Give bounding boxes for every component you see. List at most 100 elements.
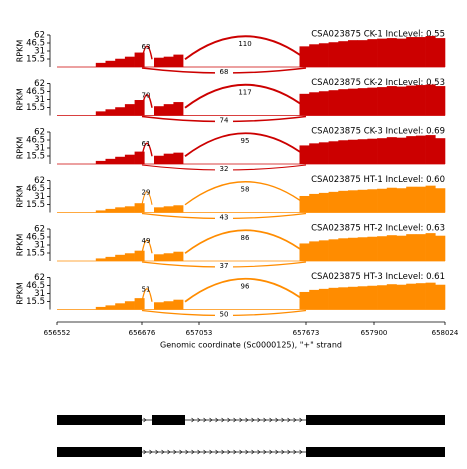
coverage-bar — [134, 52, 145, 67]
coverage-bar — [377, 188, 388, 213]
coverage-bar — [328, 141, 339, 164]
strand-arrow — [299, 417, 303, 423]
coverage-bar — [134, 203, 145, 213]
junction-label: 68 — [220, 68, 229, 76]
y-tick-label: 15.5 — [26, 297, 45, 307]
strand-arrow — [287, 417, 291, 423]
junction-label-bg — [215, 165, 233, 173]
strand-arrow — [179, 449, 183, 455]
coverage-bar — [173, 102, 184, 116]
junction-label: 74 — [220, 117, 229, 125]
y-axis-label: RPKM — [16, 88, 25, 111]
coverage-bar — [386, 86, 397, 116]
coverage-bar — [163, 104, 174, 116]
y-tick-label: 15.5 — [26, 200, 45, 210]
junction-label: 96 — [241, 283, 250, 291]
coverage-bar — [328, 90, 339, 116]
strand-arrow — [161, 449, 165, 455]
junction-arc — [141, 191, 153, 205]
junction-label-bg — [215, 262, 233, 270]
junction-label-bg — [236, 137, 254, 145]
strand-arrow — [143, 417, 147, 423]
strand-arrow — [209, 417, 213, 423]
coverage-bar — [348, 88, 358, 116]
exon — [306, 415, 445, 425]
junction-arc — [184, 132, 307, 157]
strand-arrow — [191, 417, 195, 423]
coverage-bar — [163, 253, 174, 261]
junction-label: 95 — [241, 137, 250, 145]
coverage-bar — [367, 285, 378, 310]
coverage-bar — [357, 189, 368, 213]
coverage-bar — [173, 54, 184, 67]
x-tick-label: 658024 — [432, 329, 459, 337]
junction-arc — [184, 181, 307, 206]
track-title: CSA023875 CK-3 IncLevel: 0.69 — [311, 127, 445, 137]
coverage-bar — [396, 38, 407, 67]
coverage-bar — [435, 138, 446, 164]
coverage-bar — [154, 106, 164, 116]
strand-arrow — [155, 449, 159, 455]
coverage-bar — [309, 241, 320, 261]
coverage-bar — [386, 284, 397, 310]
y-tick-label: 31 — [34, 192, 45, 202]
coverage-bar — [163, 153, 174, 164]
coverage-bar — [154, 302, 164, 310]
coverage-bar — [309, 289, 320, 310]
exon — [57, 447, 142, 457]
coverage-bar — [377, 87, 388, 116]
strand-arrow — [221, 449, 225, 455]
y-tick-label: 46.5 — [26, 136, 45, 146]
coverage-bar — [425, 282, 436, 310]
coverage-bar — [173, 251, 184, 261]
coverage-bar — [348, 237, 358, 261]
coverage-bar — [95, 160, 106, 164]
y-tick-label: 31 — [34, 95, 45, 105]
coverage-bar — [115, 156, 126, 164]
junction-arc — [184, 229, 307, 254]
junction-label: 32 — [220, 165, 229, 173]
strand-arrow — [209, 449, 213, 455]
coverage-bar — [396, 188, 407, 213]
x-tick-label: 656676 — [129, 329, 156, 337]
junction-label: 117 — [238, 89, 251, 97]
coverage-bar — [435, 38, 446, 67]
x-tick-label: 657053 — [186, 329, 213, 337]
junction-label-bg — [236, 282, 254, 291]
coverage-bar — [105, 60, 116, 67]
strand-arrow — [287, 449, 291, 455]
coverage-bar — [396, 235, 407, 261]
coverage-bar — [415, 234, 426, 261]
coverage-bar — [134, 250, 145, 261]
coverage-bar — [357, 237, 368, 261]
junction-label: 51 — [142, 286, 151, 294]
coverage-bar — [357, 286, 368, 310]
y-tick-label: 46.5 — [26, 233, 45, 243]
coverage-bar — [173, 299, 184, 310]
junction-label: 37 — [220, 262, 229, 270]
strand-arrow — [227, 417, 231, 423]
strand-arrow — [203, 449, 207, 455]
strand-arrow — [269, 417, 273, 423]
coverage-bar — [115, 58, 126, 67]
strand-arrow — [275, 417, 279, 423]
coverage-bar — [124, 206, 135, 213]
strand-arrow — [185, 449, 189, 455]
junction-arc — [184, 35, 307, 61]
coverage-bar — [124, 301, 135, 310]
coverage-bar — [95, 258, 106, 261]
junction-label: 61 — [142, 140, 151, 148]
strand-arrow — [275, 449, 279, 455]
junction-label: 110 — [238, 40, 251, 48]
y-tick-label: 62 — [34, 273, 45, 283]
strand-arrow — [251, 417, 255, 423]
exon — [152, 415, 185, 425]
junction-label: 86 — [241, 234, 250, 242]
coverage-bar — [115, 254, 126, 261]
strand-arrow — [143, 449, 147, 455]
track-title: CSA023875 CK-2 IncLevel: 0.53 — [311, 78, 445, 88]
track-title: CSA023875 HT-1 IncLevel: 0.60 — [311, 175, 445, 185]
x-axis-label: Genomic coordinate (Sc0000125), "+" stra… — [160, 341, 342, 350]
junction-label: 63 — [142, 43, 151, 51]
strand-arrow — [173, 449, 177, 455]
